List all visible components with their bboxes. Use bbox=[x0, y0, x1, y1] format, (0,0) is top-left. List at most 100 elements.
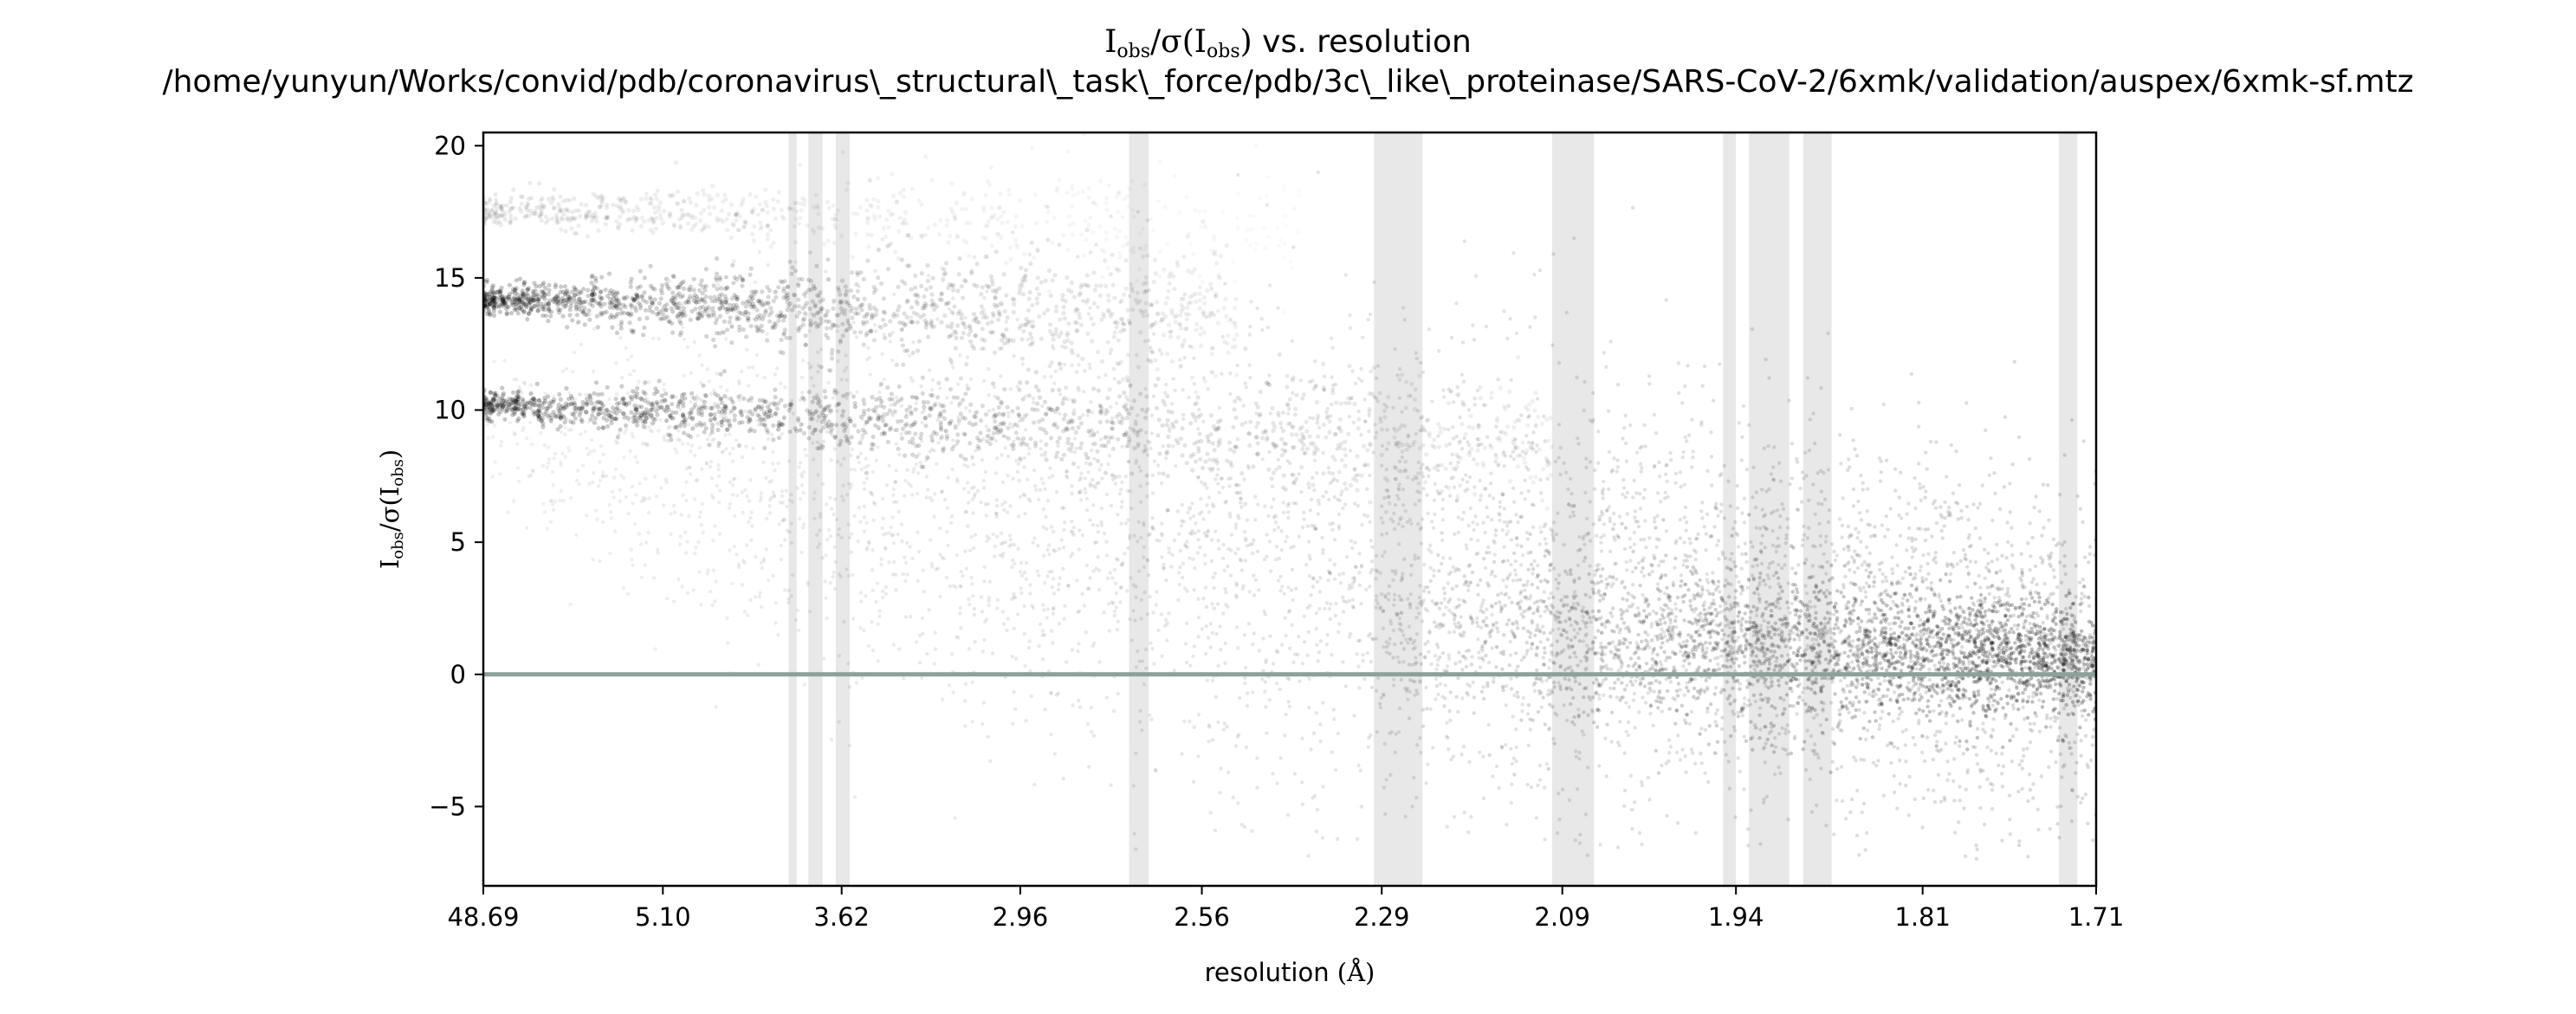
data-point bbox=[1426, 762, 1430, 766]
data-point bbox=[842, 456, 846, 461]
data-point bbox=[1775, 663, 1779, 668]
data-point bbox=[1247, 590, 1252, 594]
data-point bbox=[1157, 539, 1162, 543]
data-point bbox=[1302, 640, 1307, 644]
data-point bbox=[1557, 627, 1561, 631]
data-point bbox=[1465, 546, 1469, 551]
data-point bbox=[1728, 625, 1732, 630]
data-point bbox=[887, 463, 892, 468]
data-point bbox=[1618, 656, 1622, 661]
data-point bbox=[1447, 494, 1453, 498]
data-point bbox=[987, 409, 992, 413]
data-point bbox=[2062, 554, 2067, 559]
data-point bbox=[1257, 588, 1261, 592]
data-point bbox=[1056, 443, 1060, 449]
data-point bbox=[1955, 562, 1959, 566]
data-point bbox=[857, 460, 861, 465]
data-point bbox=[1562, 703, 1566, 707]
data-point bbox=[1196, 528, 1201, 533]
data-point bbox=[1406, 597, 1410, 601]
data-point bbox=[1634, 679, 1638, 683]
data-point bbox=[994, 471, 998, 475]
data-point bbox=[682, 337, 687, 342]
data-point bbox=[1508, 572, 1512, 577]
data-point bbox=[1070, 519, 1074, 524]
data-point bbox=[1260, 677, 1265, 681]
data-point bbox=[593, 508, 598, 513]
data-point bbox=[1736, 619, 1741, 623]
data-point bbox=[2027, 694, 2031, 700]
data-point bbox=[2036, 807, 2040, 811]
data-point bbox=[1020, 573, 1025, 578]
data-point bbox=[1804, 591, 1809, 596]
data-point bbox=[951, 690, 955, 694]
data-point bbox=[1332, 577, 1337, 581]
data-point bbox=[1818, 534, 1822, 539]
data-point bbox=[773, 468, 777, 473]
data-point bbox=[881, 589, 885, 594]
data-point bbox=[1641, 574, 1647, 578]
data-point bbox=[692, 339, 696, 345]
data-point bbox=[1547, 726, 1552, 731]
data-point bbox=[2056, 734, 2061, 739]
data-point bbox=[1041, 553, 1046, 558]
data-point bbox=[1407, 624, 1412, 629]
data-point bbox=[1692, 548, 1697, 552]
data-point bbox=[1630, 570, 1635, 574]
data-point bbox=[1182, 719, 1187, 724]
data-point bbox=[1947, 601, 1952, 605]
data-point bbox=[1337, 512, 1342, 517]
data-point bbox=[1297, 534, 1302, 539]
data-point bbox=[1419, 541, 1424, 546]
data-point bbox=[1551, 520, 1557, 525]
data-point bbox=[1743, 541, 1748, 546]
data-point bbox=[1421, 517, 1425, 521]
data-point bbox=[1627, 705, 1632, 709]
data-point bbox=[1602, 522, 1607, 526]
data-point bbox=[1668, 745, 1673, 749]
data-point bbox=[953, 816, 957, 820]
data-point bbox=[729, 398, 735, 403]
data-point bbox=[798, 497, 802, 501]
data-point bbox=[2049, 551, 2054, 556]
data-point bbox=[749, 538, 754, 542]
data-point bbox=[1183, 544, 1188, 549]
data-point bbox=[832, 586, 837, 591]
data-point bbox=[1307, 553, 1311, 558]
data-point bbox=[1746, 843, 1751, 848]
data-point bbox=[1920, 576, 1925, 580]
data-point bbox=[962, 463, 967, 468]
data-point bbox=[955, 477, 960, 481]
data-point bbox=[1715, 543, 1719, 547]
data-point bbox=[687, 514, 691, 519]
data-point bbox=[1954, 735, 1958, 740]
data-point bbox=[1291, 597, 1295, 603]
data-point bbox=[1451, 425, 1455, 429]
data-point bbox=[1267, 698, 1272, 702]
data-point bbox=[1216, 663, 1220, 668]
data-point bbox=[750, 524, 754, 528]
data-point bbox=[1872, 575, 1877, 579]
data-point bbox=[771, 462, 775, 466]
data-point bbox=[1546, 688, 1551, 693]
data-point bbox=[1481, 796, 1486, 801]
data-point bbox=[717, 532, 722, 536]
data-point bbox=[1335, 836, 1340, 842]
data-point bbox=[1880, 709, 1885, 714]
data-point bbox=[1936, 772, 1941, 777]
data-point bbox=[1374, 577, 1378, 581]
data-point bbox=[1709, 455, 1714, 459]
data-point bbox=[1816, 597, 1822, 603]
data-point bbox=[1235, 437, 1240, 442]
data-point bbox=[938, 526, 942, 531]
data-point bbox=[884, 483, 890, 488]
data-point bbox=[1723, 740, 1727, 744]
data-point bbox=[1685, 554, 1690, 559]
data-point bbox=[1628, 423, 1633, 428]
data-point bbox=[1462, 239, 1467, 243]
data-point bbox=[1731, 526, 1736, 531]
data-point bbox=[1041, 481, 1045, 486]
data-point bbox=[1668, 680, 1673, 684]
data-point bbox=[1340, 458, 1344, 462]
data-point bbox=[2024, 597, 2029, 601]
